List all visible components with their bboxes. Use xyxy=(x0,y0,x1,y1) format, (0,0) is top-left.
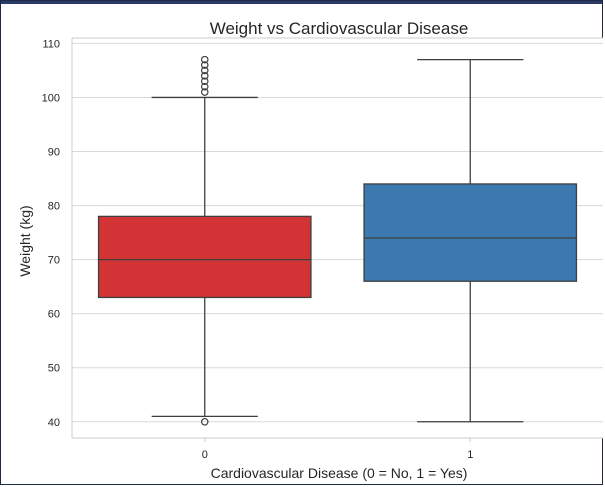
outlier-point xyxy=(200,88,209,96)
y-tick-label: 110 xyxy=(42,38,60,50)
outlier-point xyxy=(200,82,209,91)
outlier-point xyxy=(200,77,209,86)
y-tick-label: 60 xyxy=(48,309,60,321)
box-1 xyxy=(363,183,578,282)
y-tick-label: 40 xyxy=(48,417,60,429)
outlier-point xyxy=(200,72,209,80)
y-tick-label: 100 xyxy=(42,92,60,104)
outlier-point xyxy=(200,55,209,64)
outlier-point xyxy=(200,66,209,75)
y-tick-label: 80 xyxy=(48,201,60,213)
x-tick-label: 1 xyxy=(467,449,473,461)
box-0 xyxy=(97,215,312,299)
x-tick-label: 0 xyxy=(202,449,208,461)
outlier-point xyxy=(200,61,209,69)
x-axis-label: Cardiovascular Disease (0 = No, 1 = Yes) xyxy=(211,465,468,481)
y-tick-label: 50 xyxy=(48,363,60,375)
y-axis-label: Weight (kg) xyxy=(17,205,33,276)
y-tick-label: 90 xyxy=(48,147,60,159)
outlier-point xyxy=(200,417,209,426)
chart-title: Weight vs Cardiovascular Disease xyxy=(210,19,469,38)
y-tick-label: 70 xyxy=(48,255,60,267)
